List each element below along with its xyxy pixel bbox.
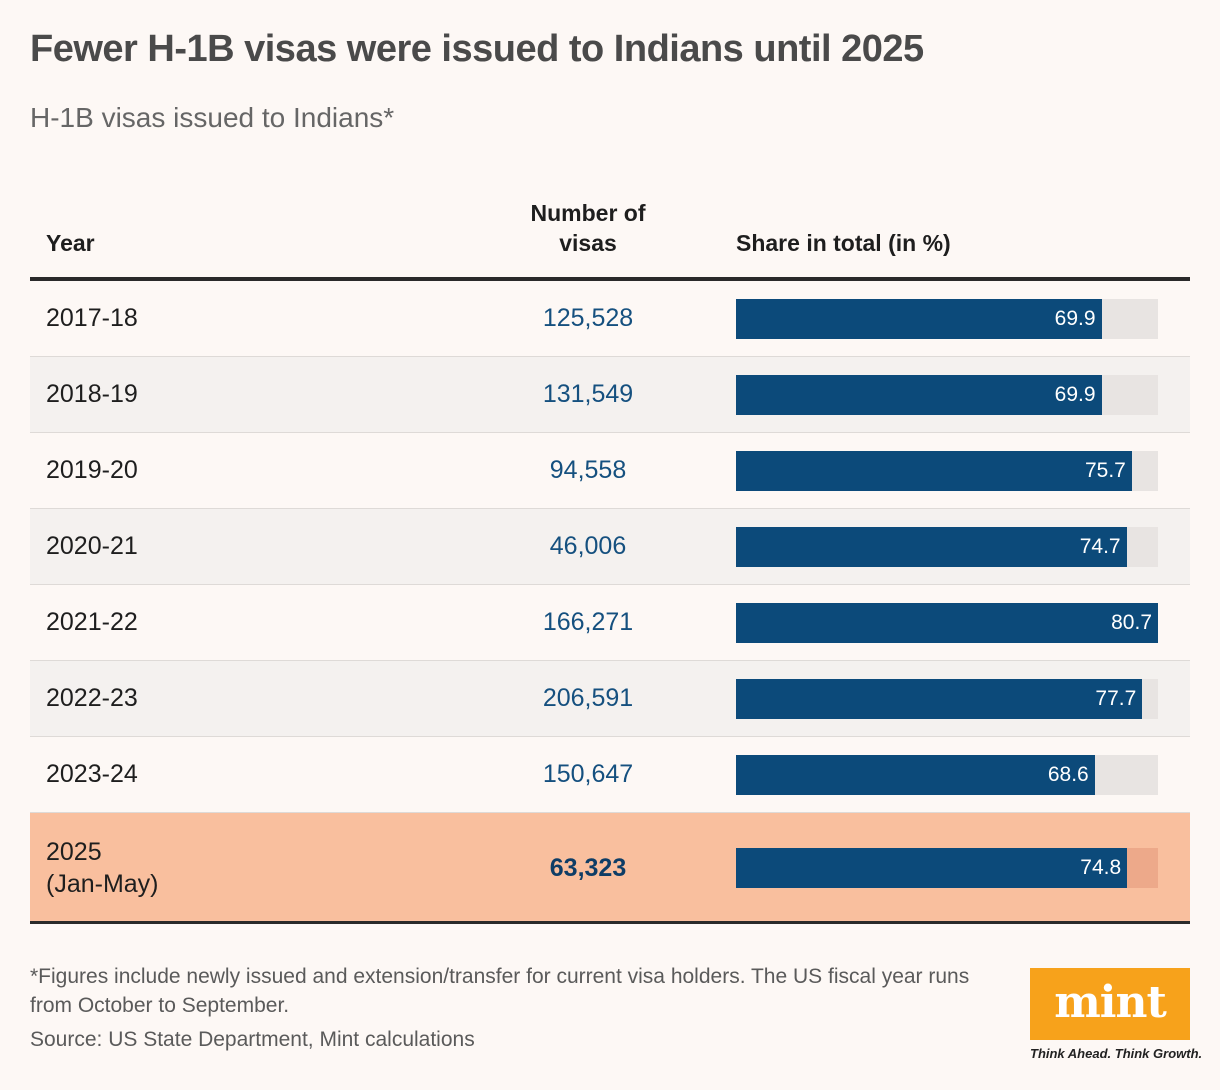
share-bar: 75.7 <box>736 451 1132 491</box>
share-bar-track: 68.6 <box>736 755 1158 795</box>
share-bar-label: 74.8 <box>1080 856 1122 879</box>
column-header-share: Share in total (in %) <box>736 230 951 256</box>
table-row: 2021-22 166,271 80.7 <box>30 585 1190 661</box>
share-bar: 77.7 <box>736 679 1143 719</box>
mint-logo: mint <box>1030 968 1190 1040</box>
share-bar-track: 75.7 <box>736 451 1158 491</box>
share-bar-label: 69.9 <box>1054 307 1096 330</box>
share-bar-label: 69.9 <box>1054 383 1096 406</box>
logo-tagline: Think Ahead. Think Growth. <box>1030 1046 1203 1061</box>
table-bottom-divider <box>30 921 1190 924</box>
table-row: 2017-18 125,528 69.9 <box>30 281 1190 357</box>
year-cell: 2022-23 <box>46 684 138 712</box>
share-bar-label: 68.6 <box>1047 763 1089 786</box>
table-row: 2019-20 94,558 75.7 <box>30 433 1190 509</box>
year-cell: 2021-22 <box>46 608 138 636</box>
footnote: *Figures include newly issued and extens… <box>30 965 970 1017</box>
share-bar-label: 77.7 <box>1095 687 1137 710</box>
chart-title: Fewer H-1B visas were issued to Indians … <box>30 28 924 70</box>
year-cell: 2020-21 <box>46 532 138 560</box>
table-row: 2025 (Jan-May) 63,323 74.8 <box>30 813 1190 923</box>
visa-count-cell: 166,271 <box>542 608 634 636</box>
column-header-year: Year <box>46 230 95 256</box>
table-row: 2022-23 206,591 77.7 <box>30 661 1190 737</box>
visa-count-cell: 131,549 <box>542 380 634 408</box>
share-bar-track: 69.9 <box>736 375 1158 415</box>
table-row: 2023-24 150,647 68.6 <box>30 737 1190 813</box>
visa-count-cell: 125,528 <box>542 304 634 332</box>
table-row: 2018-19 131,549 69.9 <box>30 357 1190 433</box>
source-note: Source: US State Department, Mint calcul… <box>30 1028 475 1051</box>
logo-wordmark: mint <box>1054 976 1167 1028</box>
visa-count-cell: 63,323 <box>549 853 627 882</box>
visa-count-cell: 150,647 <box>542 760 634 788</box>
share-bar-label: 80.7 <box>1111 611 1152 634</box>
share-bar: 74.7 <box>736 527 1127 567</box>
header-divider <box>30 277 1190 281</box>
column-header-number: Number of visas <box>530 200 646 256</box>
visa-count-cell: 206,591 <box>542 684 634 712</box>
year-cell: 2025 (Jan-May) <box>46 838 159 898</box>
share-bar-track: 77.7 <box>736 679 1158 719</box>
share-bar: 69.9 <box>736 299 1102 339</box>
table-row: 2020-21 46,006 74.7 <box>30 509 1190 585</box>
share-bar: 68.6 <box>736 755 1095 795</box>
visa-count-cell: 94,558 <box>549 456 627 484</box>
share-bar-label: 74.7 <box>1079 535 1121 558</box>
share-bar-track: 80.7 <box>736 603 1158 643</box>
year-cell: 2017-18 <box>46 304 138 332</box>
share-bar-label: 75.7 <box>1084 459 1126 482</box>
year-cell: 2023-24 <box>46 760 138 788</box>
share-bar-track: 74.8 <box>736 848 1158 888</box>
year-cell: 2019-20 <box>46 456 138 484</box>
share-bar-track: 74.7 <box>736 527 1158 567</box>
visa-count-cell: 46,006 <box>549 532 627 560</box>
share-bar: 74.8 <box>736 848 1128 888</box>
share-bar-track: 69.9 <box>736 299 1158 339</box>
share-bar: 80.7 <box>736 603 1158 643</box>
share-bar: 69.9 <box>736 375 1102 415</box>
chart-subtitle: H-1B visas issued to Indians* <box>30 102 395 133</box>
year-cell: 2018-19 <box>46 380 138 408</box>
